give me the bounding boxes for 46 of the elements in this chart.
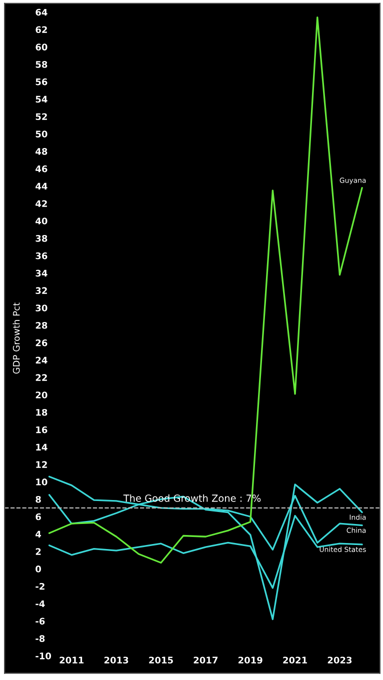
y-tick-label: 62: [36, 26, 47, 34]
y-tick-label: 16: [36, 426, 48, 434]
y-tick-label: 60: [36, 44, 48, 50]
y-tick-label: 30: [36, 304, 48, 312]
y-tick-label: 32: [36, 287, 47, 294]
y-tick-label: 12: [36, 461, 47, 468]
y-tick-label: 54: [36, 96, 48, 103]
x-tick-label: 2019: [238, 656, 262, 664]
y-tick-label: 56: [36, 78, 48, 86]
y-tick-label: 40: [36, 218, 48, 224]
x-tick-label: 2013: [104, 656, 128, 664]
y-tick-label: 6: [36, 513, 41, 520]
y-tick-label: 18: [36, 408, 48, 416]
y-tick-label: 46: [36, 165, 48, 172]
x-tick-label: 2017: [194, 656, 218, 664]
y-tick-label: 44: [36, 182, 48, 190]
y-tick-label: 2: [36, 548, 41, 555]
y-tick-label: -2: [36, 582, 44, 590]
y-tick-label: 58: [36, 61, 48, 68]
y-tick-label: 64: [36, 8, 48, 16]
y-tick-label: -10: [36, 652, 52, 660]
y-tick-label: 10: [36, 478, 48, 486]
y-tick-label: 20: [36, 392, 48, 398]
y-tick-label: 48: [36, 148, 48, 155]
y-tick-label: -8: [36, 635, 45, 642]
y-tick-label: 38: [36, 234, 48, 242]
y-tick-label: 50: [36, 130, 48, 138]
y-tick-label: -4: [36, 600, 45, 608]
y-tick-label: 8: [36, 496, 41, 503]
y-tick-label: 14: [36, 444, 48, 450]
x-tick-label: 2015: [149, 656, 173, 664]
y-axis-title: GDP Growth Pct: [12, 302, 20, 374]
x-tick-label: 2023: [328, 656, 352, 664]
y-tick-label: 26: [36, 339, 48, 346]
y-tick-label: 42: [36, 200, 47, 207]
x-tick-label: 2011: [60, 656, 84, 664]
y-tick-label: 36: [36, 252, 48, 260]
y-tick-label: 0: [36, 566, 41, 572]
y-tick-label: 22: [36, 374, 47, 381]
y-tick-label: 24: [36, 356, 48, 364]
y-tick-label: 28: [36, 322, 48, 329]
y-tick-label: 52: [36, 113, 47, 120]
y-tick-label: 4: [36, 530, 42, 538]
x-tick-label: 2021: [283, 656, 307, 664]
y-tick-label: 34: [36, 270, 48, 277]
y-tick-label: -6: [36, 618, 45, 625]
